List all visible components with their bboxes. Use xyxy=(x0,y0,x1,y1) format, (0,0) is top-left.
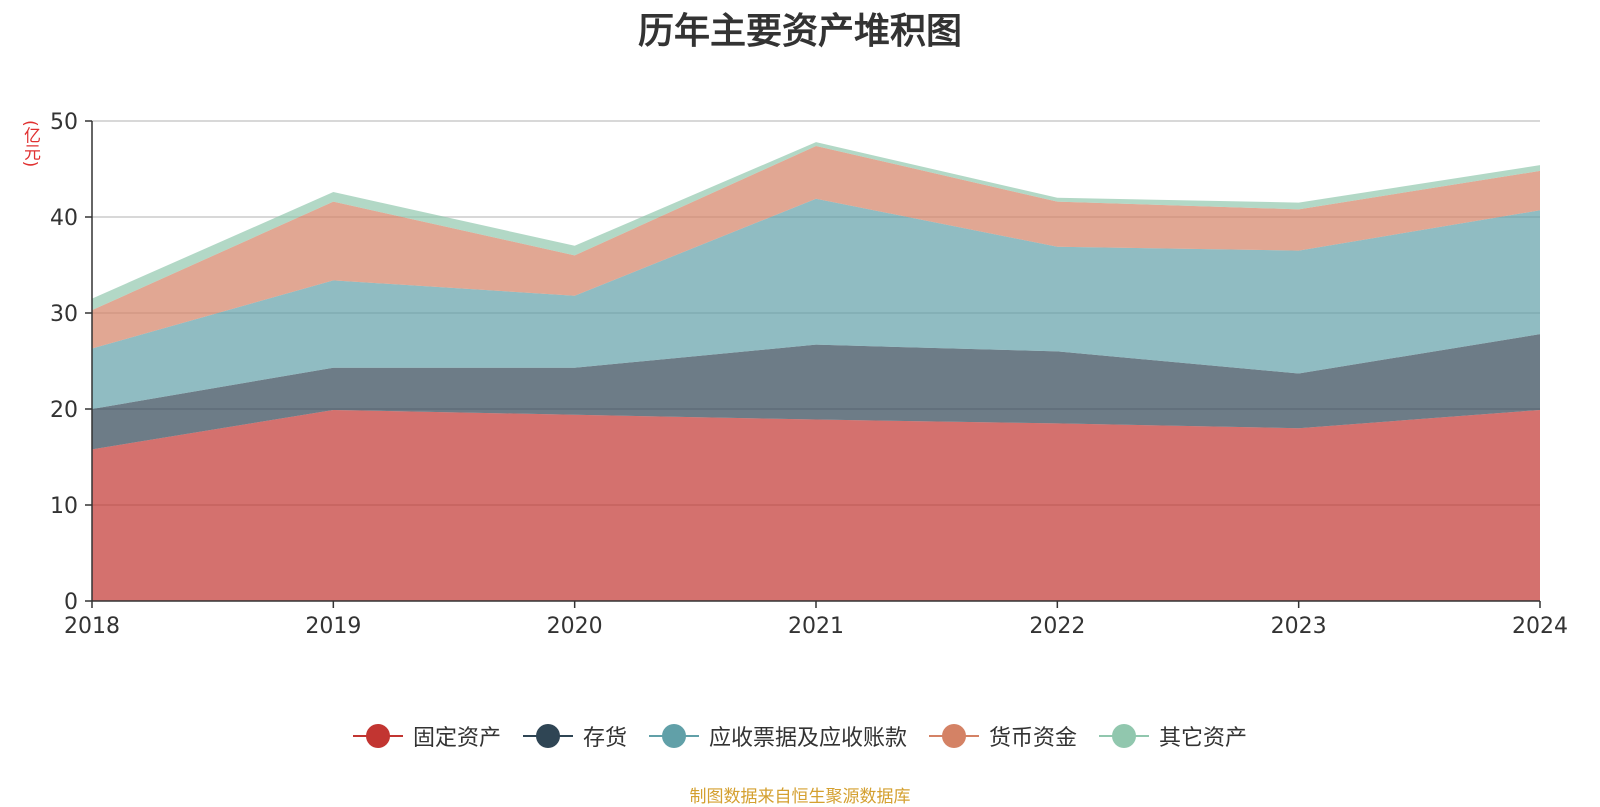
legend-label: 其它资产 xyxy=(1159,726,1248,751)
x-tick-label: 2024 xyxy=(1512,614,1568,639)
area-3 xyxy=(92,198,1540,409)
axes: 0 10 20 30 40 50 2018 2019 2020 2021 2022 2023 2024 xyxy=(50,110,1568,639)
x-tick-label: 2020 xyxy=(547,614,603,639)
area-4 xyxy=(92,145,1540,349)
x-tick-label: 2023 xyxy=(1271,614,1327,639)
chart-title: 历年主要资产堆积图 xyxy=(637,11,962,52)
legend-marker xyxy=(648,723,699,749)
y-tick-label: 0 xyxy=(64,590,78,615)
area-1 xyxy=(92,409,1540,601)
y-axis-unit-label: (亿元) xyxy=(20,120,40,168)
legend-marker xyxy=(929,723,979,749)
legend-label: 应收票据及应收账款 xyxy=(708,726,907,751)
x-tick-label: 2021 xyxy=(788,614,844,639)
legend: 固定资产 存货 应收票据及应收账款 货币资金 其它资产 xyxy=(0,720,1600,752)
legend-item[interactable]: 固定资产 xyxy=(352,720,501,752)
data-source-note: 制图数据来自恒生聚源数据库 xyxy=(689,787,911,807)
area-series xyxy=(92,142,1540,601)
legend-marker xyxy=(352,723,403,749)
y-tick-label: 30 xyxy=(50,302,78,327)
legend-item[interactable]: 应收票据及应收账款 xyxy=(648,720,907,752)
x-tick-label: 2022 xyxy=(1029,614,1085,639)
legend-marker xyxy=(522,723,573,749)
y-tick-label: 50 xyxy=(50,110,78,135)
x-tick-label: 2019 xyxy=(305,614,361,639)
legend-label: 固定资产 xyxy=(412,726,501,751)
x-tick-label: 2018 xyxy=(64,614,120,639)
legend-item[interactable]: 其它资产 xyxy=(1099,720,1247,752)
legend-label: 存货 xyxy=(582,726,627,751)
legend-label: 货币资金 xyxy=(989,726,1078,751)
legend-marker xyxy=(1099,723,1150,749)
y-tick-label: 40 xyxy=(50,206,78,231)
y-tick-label: 20 xyxy=(50,398,78,423)
area-2 xyxy=(92,334,1540,450)
legend-item[interactable]: 货币资金 xyxy=(929,720,1077,752)
y-tick-label: 10 xyxy=(50,494,78,519)
legend-item[interactable]: 存货 xyxy=(522,720,627,752)
